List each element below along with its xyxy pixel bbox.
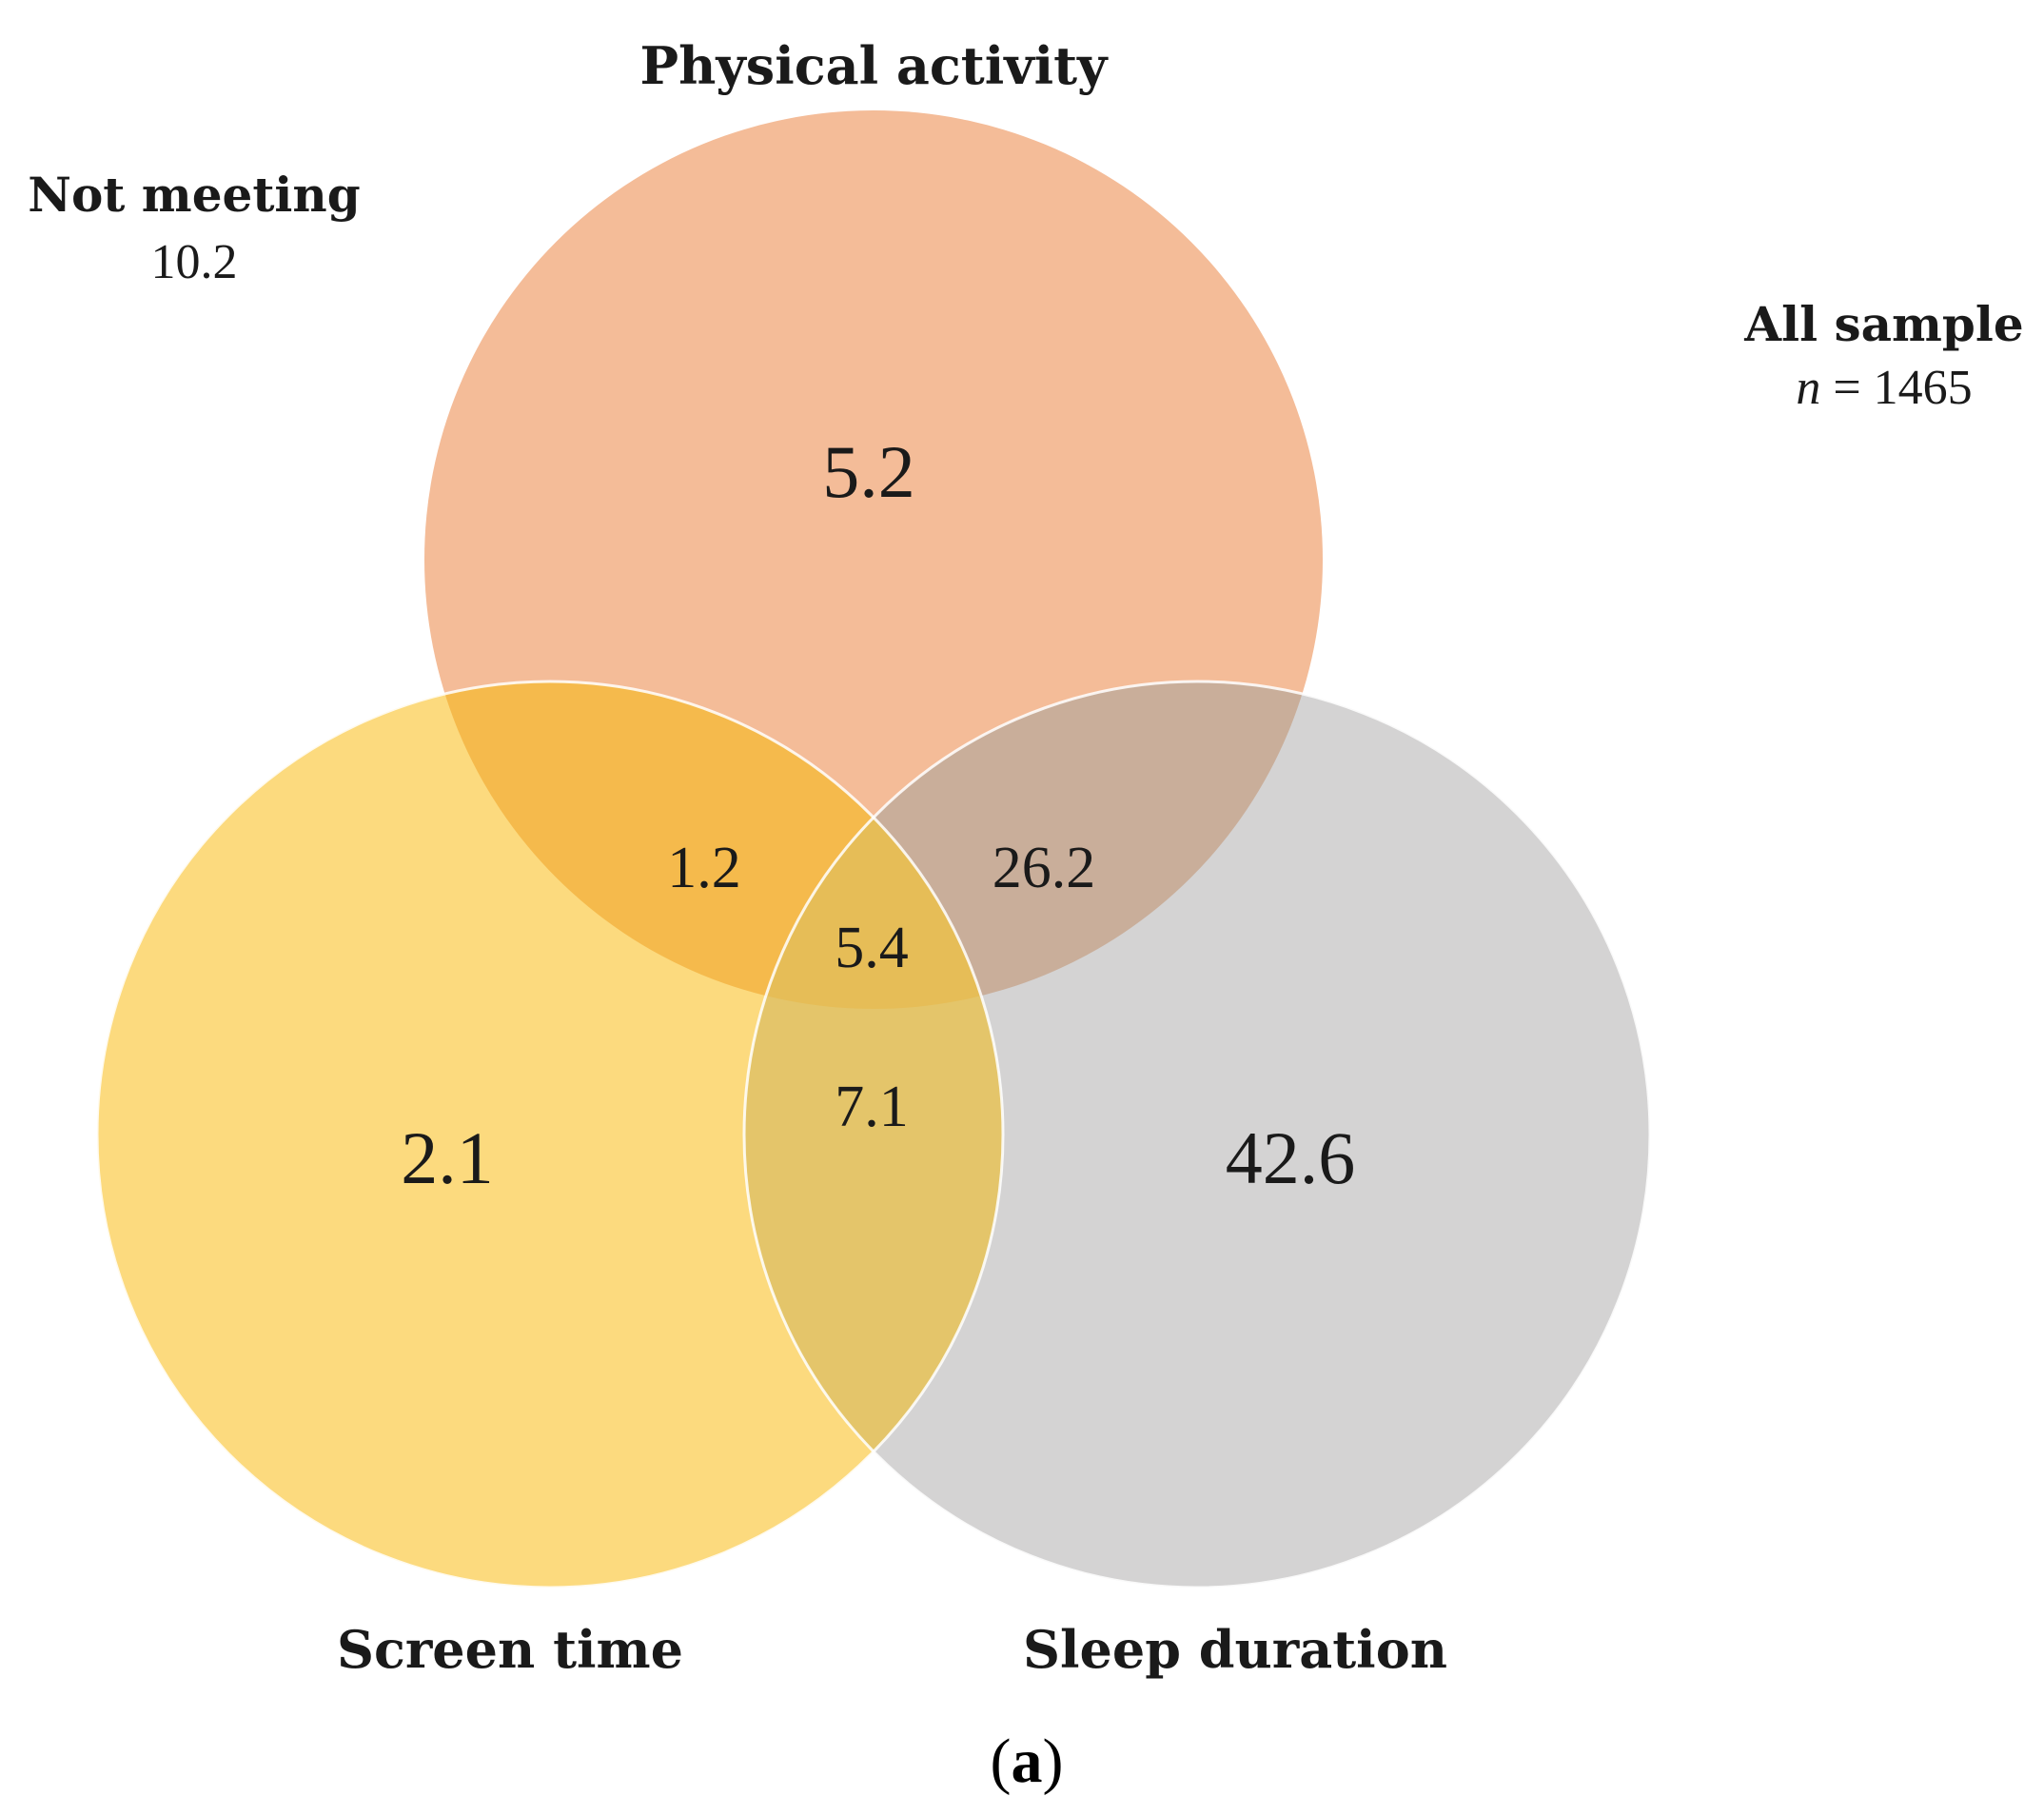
overlap-pa-st [424,681,1003,1009]
sample-n-symbol: n [1796,361,1820,415]
sample-size: n = 1465 [1796,361,1972,415]
caption-letter: a [1012,1727,1043,1796]
sleep-duration-outline [742,680,1652,1589]
caption-open: ( [991,1727,1012,1796]
region-all-three-value: 5.4 [835,916,909,980]
region-pa-sd-value: 26.2 [993,836,1096,900]
screen-time-label: Screen time [337,1619,683,1680]
region-pa-st-value: 1.2 [667,836,741,900]
not-meeting-label: Not meeting [28,167,361,223]
overlap-pa-sd [744,681,1323,1009]
region-st-only-value: 2.1 [401,1116,494,1199]
not-meeting-value: 10.2 [151,235,238,289]
caption-close: ) [1043,1727,1064,1796]
region-st-sd-value: 7.1 [835,1075,909,1139]
all-sample-label: All sample [1743,296,2023,352]
sample-n-value: = 1465 [1833,361,1972,415]
figure-caption: (a) [991,1727,1064,1796]
physical-activity-label: Physical activity [640,35,1110,96]
region-pa-only-value: 5.2 [822,430,915,513]
sleep-duration-label: Sleep duration [1023,1619,1447,1680]
screen-time-outline [95,680,1005,1589]
region-sd-only-value: 42.6 [1226,1116,1356,1199]
